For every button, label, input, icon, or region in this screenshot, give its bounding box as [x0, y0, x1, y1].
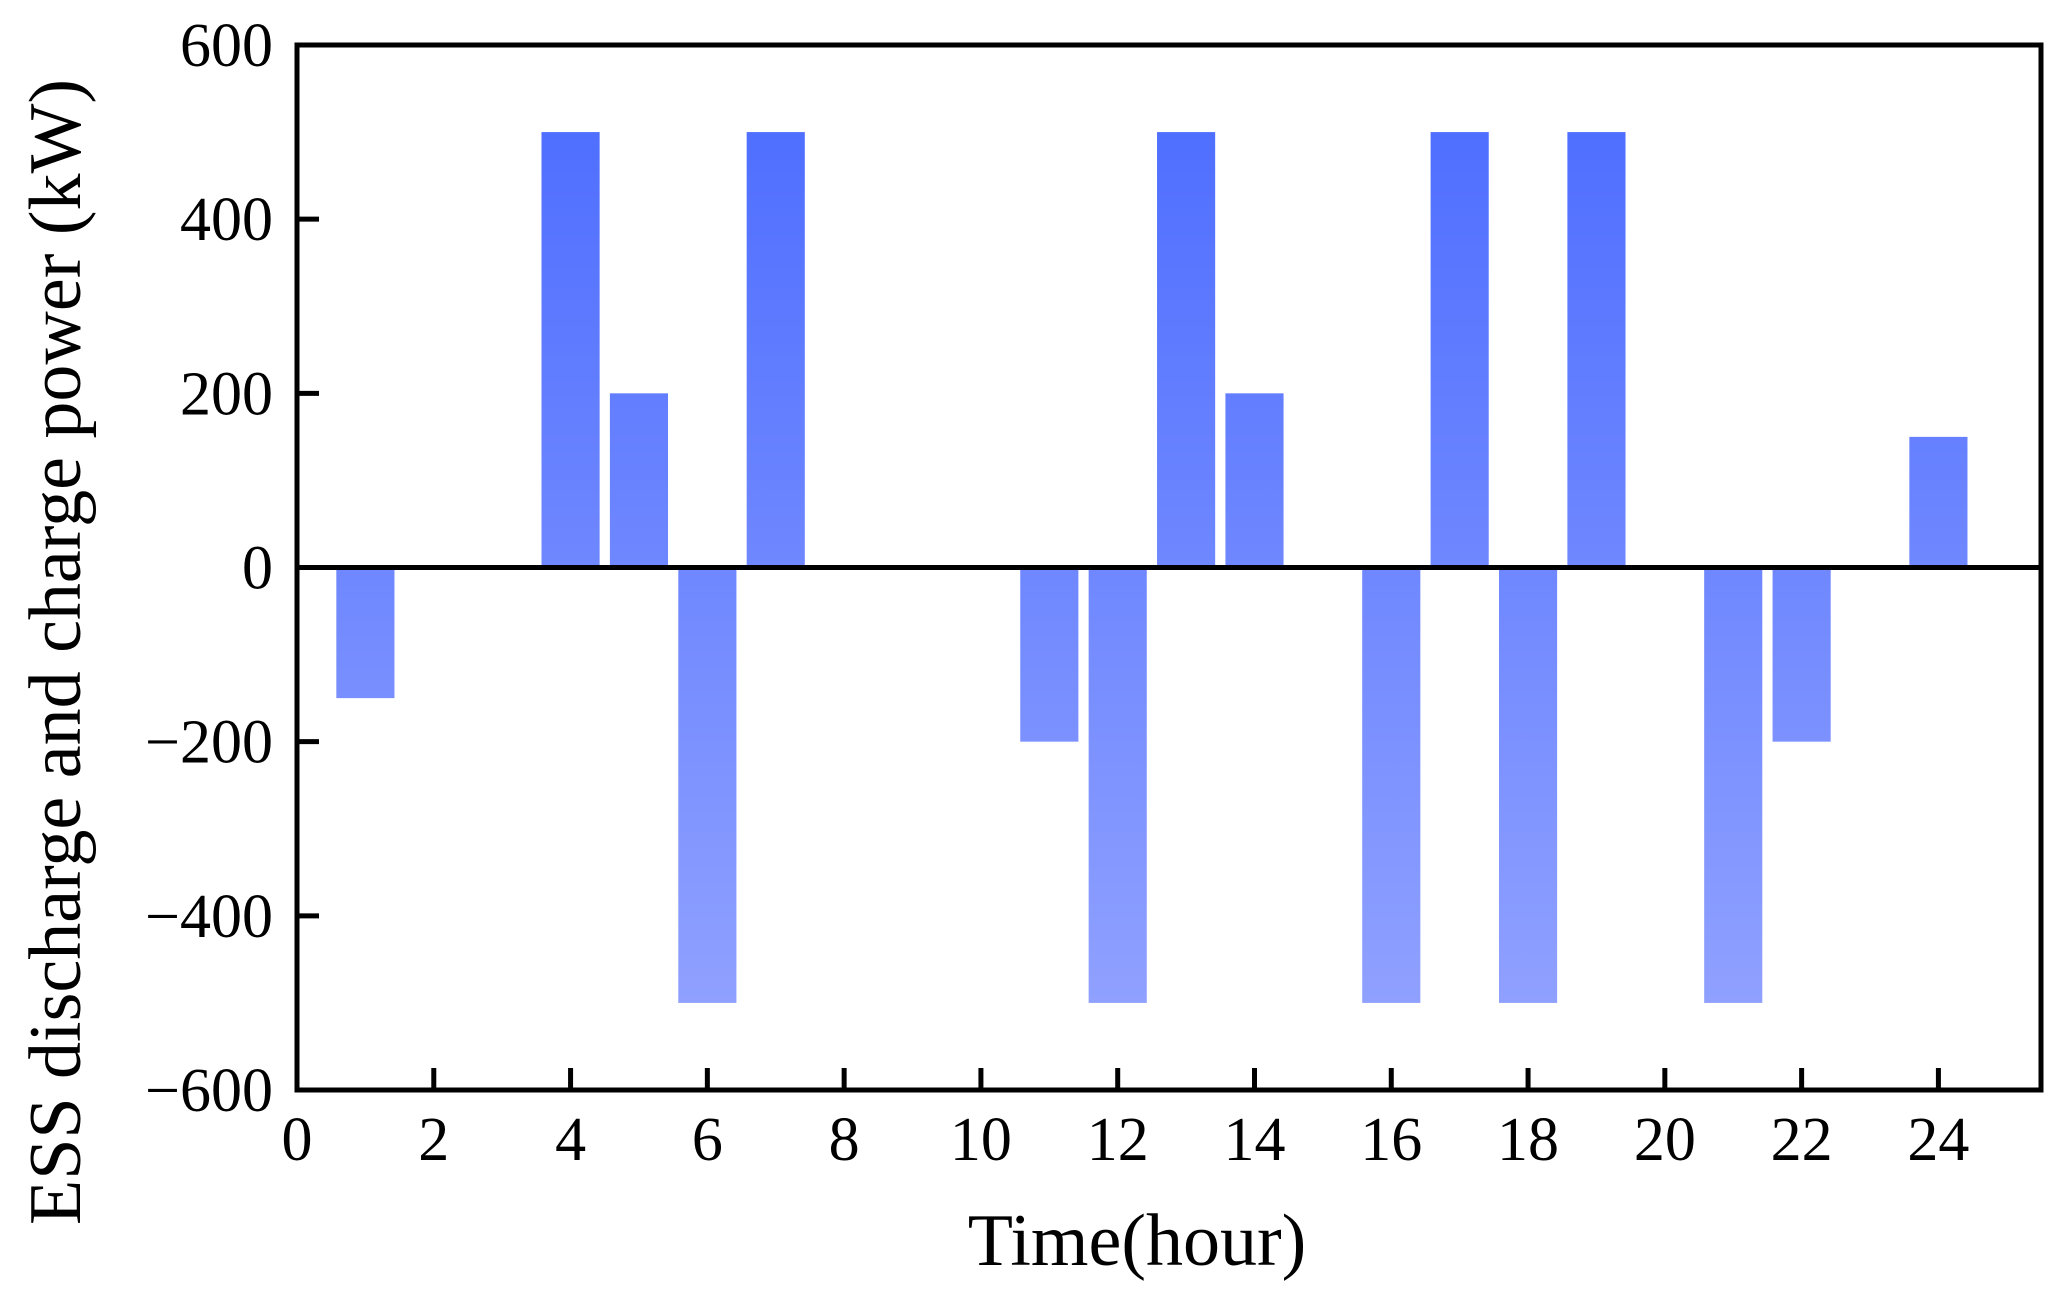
x-tick-label: 20	[1634, 1106, 1696, 1174]
bar-hour-14	[1225, 393, 1284, 568]
y-axis-ticks	[297, 42, 319, 1093]
x-axis-ticks	[294, 1068, 1941, 1090]
x-tick-label: 22	[1771, 1106, 1833, 1174]
y-tick-label: 400	[180, 186, 273, 254]
bar-hour-18	[1498, 567, 1558, 1003]
x-tick-label: 8	[829, 1106, 860, 1174]
x-tick-label: 18	[1497, 1106, 1559, 1174]
bar-hour-16	[1362, 567, 1421, 1003]
bar-hour-4	[541, 132, 600, 568]
y-tick-label: −200	[145, 709, 273, 777]
y-tick-label: 0	[242, 535, 273, 603]
bar-hour-22	[1772, 567, 1831, 742]
bar-hour-12	[1088, 567, 1147, 1003]
bar-hour-7	[746, 132, 805, 568]
bar-hour-1	[336, 567, 395, 699]
bar-hour-5	[609, 393, 669, 568]
x-tick-label: 10	[950, 1106, 1012, 1174]
bar-hour-17	[1430, 132, 1489, 568]
bars-group	[336, 132, 1968, 1003]
x-tick-label: 14	[1223, 1106, 1285, 1174]
y-tick-label: −400	[145, 883, 273, 951]
bar-hour-6	[678, 567, 737, 1003]
x-tick-label: 12	[1087, 1106, 1149, 1174]
y-axis-title: ESS discharge and charge power (kW)	[15, 79, 97, 1225]
x-axis-tick-labels: 0 2 4 6 8 10 12 14 16 18 20 22 24	[282, 1106, 1970, 1174]
x-tick-label: 2	[418, 1106, 449, 1174]
x-tick-label: 16	[1360, 1106, 1422, 1174]
y-tick-label: 200	[180, 360, 273, 428]
y-tick-label: 600	[180, 12, 273, 80]
bar-hour-24	[1909, 436, 1968, 568]
x-tick-label: 4	[555, 1106, 586, 1174]
y-tick-label: −600	[145, 1057, 273, 1125]
bar-hour-19	[1567, 132, 1626, 568]
bar-hour-21	[1704, 567, 1763, 1003]
y-axis-tick-labels: −600 −400 −200 0 200 400 600	[145, 12, 273, 1125]
x-axis-title: Time(hour)	[968, 1200, 1307, 1282]
x-tick-label: 0	[282, 1106, 313, 1174]
bar-hour-11	[1020, 567, 1079, 742]
x-tick-label: 24	[1907, 1106, 1969, 1174]
bar-hour-13	[1157, 132, 1216, 568]
x-tick-label: 6	[692, 1106, 723, 1174]
